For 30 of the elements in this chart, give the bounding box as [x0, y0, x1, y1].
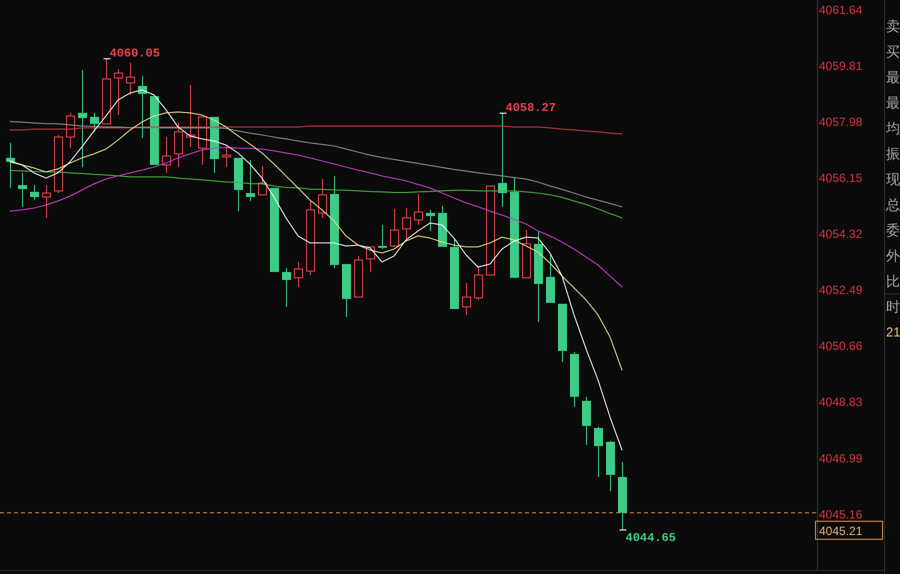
- side-label: 时: [886, 298, 900, 314]
- ref-label: 4045.21: [815, 520, 883, 540]
- side-label: 总: [886, 196, 900, 212]
- side-label: 比: [886, 273, 900, 289]
- y-tick-label: 4052.49: [819, 283, 863, 298]
- y-tick-label: 4048.83: [819, 395, 863, 410]
- side-label: 最: [886, 94, 900, 110]
- side-label: 外: [886, 248, 900, 264]
- y-tick-label: 4057.98: [819, 115, 863, 130]
- extreme-label: 4058.27: [499, 101, 556, 116]
- side-label: 委: [886, 222, 900, 238]
- side-label: 21: [886, 324, 900, 340]
- side-label: 卖: [886, 18, 900, 34]
- side-label: 最: [886, 69, 900, 85]
- y-tick-label: 4056.15: [819, 171, 863, 186]
- y-tick-label: 4054.32: [819, 227, 863, 242]
- side-label: 现: [886, 171, 900, 187]
- y-tick-label: 4046.99: [819, 451, 863, 466]
- side-label: 买: [886, 44, 900, 60]
- ref-line-label: 4045.21: [819, 524, 863, 538]
- side-label: 均: [886, 120, 900, 136]
- extreme-label: 4044.65: [619, 529, 676, 545]
- y-tick-label: 4045.16: [819, 507, 863, 522]
- y-tick-label: 4059.81: [819, 59, 863, 74]
- side-label: 振: [886, 146, 900, 162]
- line-series: [10, 170, 622, 218]
- y-tick-label: 4061.64: [819, 3, 863, 18]
- y-tick-label: 4050.66: [819, 339, 863, 354]
- extreme-label: 4060.05: [103, 46, 160, 61]
- line-series: [10, 146, 622, 288]
